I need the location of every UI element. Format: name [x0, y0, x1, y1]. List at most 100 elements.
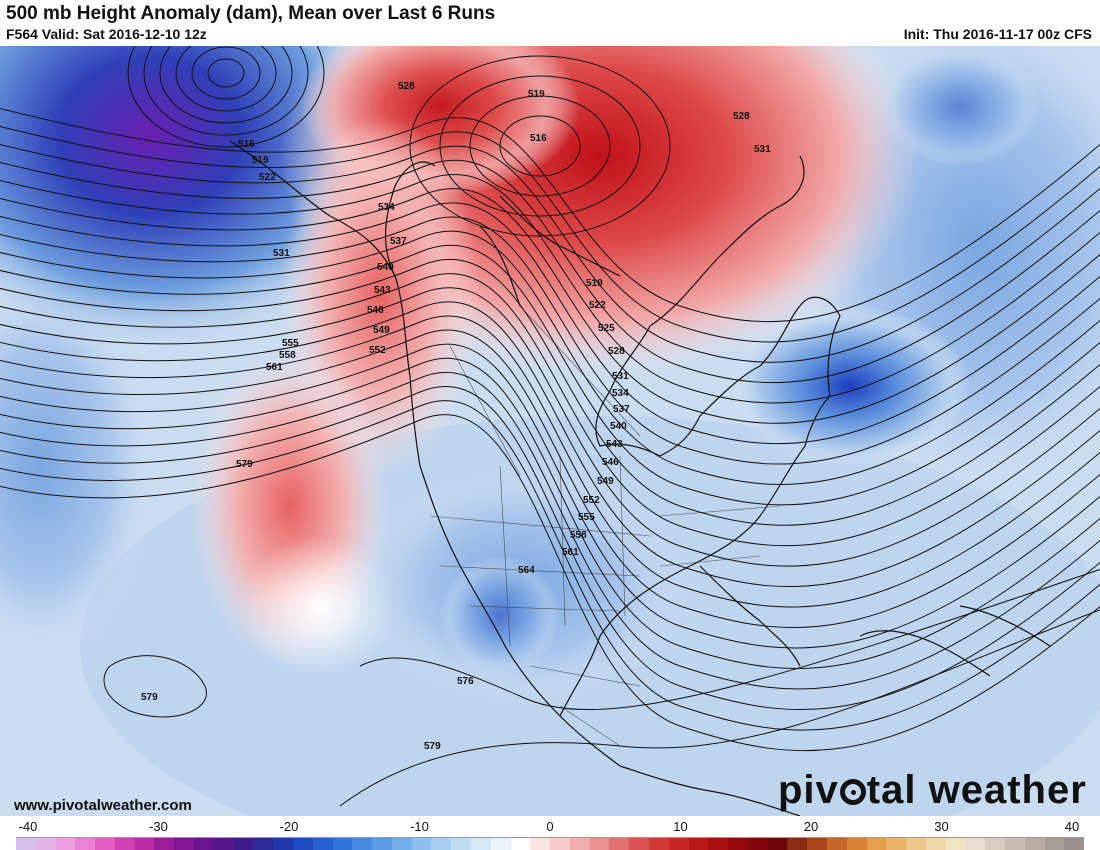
height-contour-line: [127, 46, 325, 148]
colorbar-swatch: [945, 838, 966, 850]
height-contour-line: [0, 301, 1100, 588]
colorbar-tick-label: 0: [546, 819, 554, 834]
colorbar-swatch: [1064, 838, 1085, 850]
colorbar-swatch: [16, 838, 36, 850]
contour-label: 558: [570, 530, 587, 541]
colorbar-swatch: [470, 838, 491, 850]
colorbar-swatch: [174, 838, 195, 850]
colorbar-swatch: [886, 838, 907, 850]
contour-label: 546: [367, 305, 384, 316]
contour-label: 531: [612, 371, 629, 382]
contour-label: 528: [733, 111, 750, 122]
contour-label: 552: [583, 495, 600, 506]
colorbar-tick-label: -10: [410, 819, 429, 834]
contour-label: 576: [457, 676, 474, 687]
height-contour-line: [0, 216, 1100, 465]
contour-label: 579: [236, 459, 253, 470]
height-contour-line: [339, 609, 1100, 807]
colorbar-swatch: [787, 838, 808, 850]
height-contour-line: [103, 655, 207, 718]
init-time: Init: Thu 2016-11-17 00z CFS: [903, 26, 1092, 42]
negative-anomaly-atlantic: [730, 306, 970, 466]
colorbar-swatch: [649, 838, 669, 850]
colorbar-swatch: [1024, 838, 1045, 850]
colorbar-swatch: [530, 838, 551, 850]
contour-label: 528: [398, 81, 415, 92]
contour-label: 546: [602, 457, 619, 468]
colorbar-swatch: [352, 838, 373, 850]
contour-label: 528: [608, 346, 625, 357]
colorbar-swatch: [708, 838, 729, 850]
contour-label: 519: [586, 278, 603, 289]
colorbar-swatch: [728, 838, 748, 850]
colorbar-swatch: [95, 838, 115, 850]
contour-label: 579: [141, 692, 158, 703]
contour-label: 564: [518, 565, 535, 576]
colorbar-tick-label: -40: [18, 819, 38, 834]
height-contour-line: [0, 371, 1100, 690]
height-contour-line: [439, 75, 641, 217]
contour-label: 543: [606, 439, 623, 450]
contour-label: 534: [378, 202, 395, 213]
colorbar: [16, 837, 1085, 850]
contour-label: 561: [266, 362, 283, 373]
height-contour-line: [0, 230, 1100, 485]
height-contour-line: [0, 329, 1100, 628]
height-contour-line: [207, 58, 245, 88]
colorbar-swatch: [75, 838, 96, 850]
colorbar-swatch: [114, 838, 135, 850]
height-contour-line: [0, 386, 1100, 711]
height-contour-line: [0, 188, 1100, 424]
colorbar-swatch: [569, 838, 590, 850]
height-contour-line: [469, 95, 611, 197]
height-contour-line: [159, 46, 293, 124]
colorbar-swatch: [609, 838, 630, 850]
coastlines: [229, 140, 1051, 816]
contour-label: 579: [424, 741, 441, 752]
colorbar-swatch: [846, 838, 867, 850]
contour-label: 522: [259, 172, 276, 183]
contour-label: 537: [613, 404, 630, 415]
colorbar-swatch: [312, 838, 333, 850]
website-link[interactable]: www.pivotalweather.com: [14, 797, 192, 814]
colorbar-swatch: [985, 838, 1006, 850]
contour-label: 555: [282, 338, 299, 349]
colorbar-swatch: [925, 838, 946, 850]
contour-label: 516: [238, 139, 255, 150]
colorbar-swatch: [194, 838, 214, 850]
colorbar-swatch: [827, 838, 847, 850]
contour-label: 531: [754, 144, 771, 155]
height-contour-line: [191, 46, 261, 100]
contour-label: 540: [610, 421, 627, 432]
colorbar-swatch: [134, 838, 155, 850]
height-contour-line: [0, 202, 1100, 445]
height-contour-line: [0, 143, 1100, 363]
colorbar-swatch: [292, 838, 313, 850]
colorbar-swatch: [1005, 838, 1025, 850]
colorbar-swatch: [1044, 838, 1065, 850]
contour-label: 543: [374, 285, 391, 296]
colorbar-swatch: [35, 838, 56, 850]
height-contour-line: [359, 568, 1100, 711]
height-contour-line: [0, 174, 1100, 404]
height-contour-line: [0, 343, 1100, 649]
contour-label: 558: [279, 350, 296, 361]
colorbar-swatch: [55, 838, 76, 850]
colorbar-tick-label: -30: [149, 819, 168, 834]
contour-label: 555: [578, 512, 595, 523]
colorbar-swatch: [332, 838, 353, 850]
colorbar-swatch: [747, 838, 768, 850]
contour-label: 516: [530, 133, 547, 144]
colorbar-tick-label: 40: [1064, 819, 1080, 834]
contour-label: 522: [589, 300, 606, 311]
height-contour-line: [499, 115, 581, 177]
contour-label: 525: [598, 323, 615, 334]
colorbar-swatch: [372, 838, 392, 850]
colorbar-swatch: [767, 838, 788, 850]
height-contour-line: [0, 107, 1100, 323]
map-canvas: 516 519 522 531 528 519 516 528 531 534 …: [0, 46, 1100, 816]
height-contour-line: [143, 46, 309, 136]
height-contour-line: [175, 46, 277, 112]
colorbar-swatch: [213, 838, 234, 850]
colorbar-swatch: [233, 838, 254, 850]
